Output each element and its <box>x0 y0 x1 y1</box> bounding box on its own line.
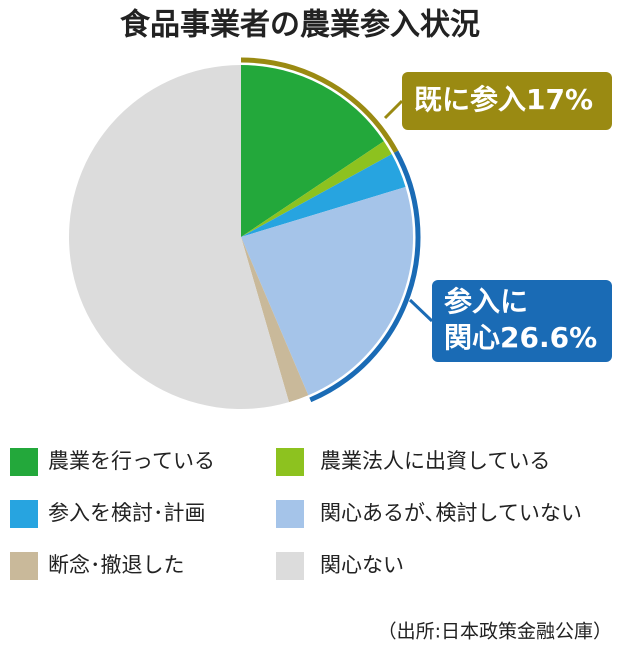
connector <box>383 99 404 120</box>
pie-slice <box>241 237 309 403</box>
legend-label: 農業法人に出資している <box>320 449 550 473</box>
source: （出所:日本政策金融公庫） <box>378 621 612 643</box>
callout-text: 参入に <box>444 285 528 318</box>
legend-swatch <box>276 552 304 580</box>
callout-text: 既に参入17% <box>414 83 593 116</box>
bracket-arc <box>240 57 399 153</box>
bracket-arc <box>309 150 421 403</box>
pie-slice <box>68 65 289 409</box>
legend-swatch <box>10 448 38 476</box>
callout-box <box>432 280 612 362</box>
legend-label: 関心ない <box>320 553 404 577</box>
callout-box <box>402 72 612 130</box>
pie-slice <box>241 65 384 237</box>
callout-text: 関心26.6% <box>444 321 597 354</box>
pie-slice <box>241 141 392 237</box>
legend-swatch <box>10 500 38 528</box>
chart-title: 食品事業者の農業参入状況 <box>120 8 480 43</box>
legend-swatch <box>276 500 304 528</box>
legend-swatch <box>276 448 304 476</box>
legend-label: 参入を検討･計画 <box>48 501 206 525</box>
legend-label: 断念･撤退した <box>48 553 185 577</box>
legend-label: 関心あるが､検討していない <box>320 501 582 525</box>
connector <box>408 298 434 323</box>
legend-label: 農業を行っている <box>48 449 215 473</box>
pie-slice <box>241 154 406 237</box>
pie-slice <box>241 186 413 396</box>
legend-swatch <box>10 552 38 580</box>
